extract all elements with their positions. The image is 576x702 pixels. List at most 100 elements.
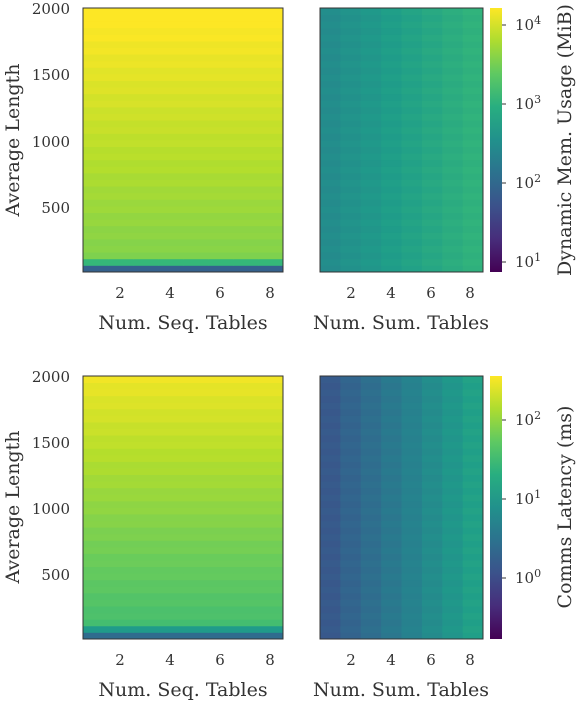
- heatmap-cell: [233, 448, 259, 456]
- heatmap-cell: [83, 199, 109, 207]
- heatmap-cell: [401, 120, 423, 128]
- heatmap-cell: [183, 487, 209, 495]
- heatmap-cell: [233, 34, 259, 42]
- heatmap-cell: [233, 514, 259, 522]
- heatmap-cell: [258, 448, 284, 456]
- heatmap-cell: [442, 179, 464, 187]
- heatmap-cell: [83, 579, 109, 587]
- heatmap-cell: [108, 395, 134, 403]
- heatmap-cell: [442, 186, 464, 194]
- heatmap-cell: [320, 199, 341, 207]
- heatmap-cell: [462, 100, 484, 108]
- heatmap-cell: [258, 14, 284, 22]
- heatmap-cell: [340, 212, 362, 220]
- heatmap-cell: [320, 14, 341, 22]
- heatmap-cell: [462, 126, 484, 134]
- heatmap-cell: [158, 113, 184, 121]
- heatmap-cell: [320, 100, 341, 108]
- heatmap-cell: [442, 474, 464, 482]
- heatmap-cell: [158, 245, 184, 253]
- heatmap-cell: [258, 461, 284, 469]
- heatmap-cell: [320, 514, 341, 522]
- heatmap-cell: [208, 14, 234, 22]
- heatmap-cell: [421, 133, 443, 141]
- heatmap-cell: [340, 8, 362, 15]
- colorbar-ticks-latency: 100 101 102: [502, 409, 541, 587]
- heatmap-cell: [360, 422, 382, 429]
- heatmap-cell: [233, 133, 259, 141]
- heatmap-cell: [233, 540, 259, 548]
- heatmap-cell: [133, 507, 159, 515]
- heatmap-cell: [340, 435, 362, 443]
- heatmap-cell: [258, 546, 284, 554]
- heatmap-cell: [381, 186, 402, 194]
- heatmap-cell: [83, 533, 109, 541]
- heatmap-cell: [360, 606, 382, 614]
- heatmap-cell: [233, 74, 259, 81]
- heatmap-cell: [83, 573, 109, 581]
- heatmap-cell: [360, 382, 382, 390]
- heatmap-cell: [108, 487, 134, 495]
- heatmap-cell: [320, 126, 341, 134]
- heatmap-cell: [320, 500, 341, 508]
- heatmap-cell: [442, 422, 464, 429]
- heatmap-cell: [208, 579, 234, 587]
- colorbar-latency: [490, 376, 502, 639]
- heatmap-cell: [258, 389, 284, 397]
- heatmap-cell: [320, 225, 341, 233]
- heatmap-cell: [340, 376, 362, 383]
- heatmap-cell: [462, 468, 484, 476]
- heatmap-cell: [158, 592, 184, 600]
- heatmap-cell: [462, 481, 484, 489]
- heatmap-cell: [258, 428, 284, 436]
- heatmap-cell: [442, 435, 464, 443]
- heatmap-cell: [340, 87, 362, 95]
- heatmap-cell: [421, 520, 443, 528]
- heatmap-cell: [158, 487, 184, 495]
- x-tick-label: 2: [115, 651, 125, 669]
- heatmap-cell: [401, 27, 423, 35]
- heatmap-cell: [462, 107, 484, 114]
- heatmap-cell: [233, 422, 259, 429]
- heatmap-cell: [462, 74, 484, 81]
- heatmap-cell: [183, 100, 209, 108]
- heatmap-cell: [108, 21, 134, 29]
- heatmap-cell: [320, 560, 341, 568]
- heatmap-cell: [258, 252, 284, 260]
- heatmap-cell: [421, 47, 443, 55]
- heatmap-cell: [462, 140, 484, 147]
- heatmap-cell: [421, 533, 443, 541]
- heatmap-cell: [381, 166, 402, 174]
- heatmap-cell: [208, 395, 234, 403]
- heatmap-cell: [360, 454, 382, 462]
- heatmap-cell: [233, 179, 259, 187]
- heatmap-cell: [340, 586, 362, 594]
- heatmap-cell: [381, 54, 402, 62]
- heatmap-cell: [183, 107, 209, 114]
- heatmap-cell: [320, 179, 341, 187]
- heatmap-cell: [208, 107, 234, 114]
- heatmap-cell: [401, 140, 423, 147]
- heatmap-cell: [83, 252, 109, 260]
- heatmap-cell: [320, 47, 341, 55]
- heatmap-cell: [462, 376, 484, 383]
- heatmap-cell: [158, 428, 184, 436]
- heatmap-cell: [158, 225, 184, 233]
- heatmap-cell: [258, 67, 284, 75]
- heatmap-cell: [462, 487, 484, 495]
- heatmap-cell: [442, 500, 464, 508]
- heatmap-cell: [183, 441, 209, 449]
- heatmap-cell: [233, 546, 259, 554]
- heatmap-cell: [340, 514, 362, 522]
- heatmap-cell: [133, 441, 159, 449]
- heatmap-cell: [158, 553, 184, 561]
- heatmap-cell: [208, 514, 234, 522]
- heatmap-cell: [133, 100, 159, 108]
- heatmap-cell: [381, 487, 402, 495]
- heatmap-cell: [208, 382, 234, 390]
- heatmap-cell: [401, 54, 423, 62]
- heatmap-cell: [360, 14, 382, 22]
- heatmap-cell: [401, 592, 423, 600]
- heatmap-cell: [462, 179, 484, 187]
- heatmap-cell: [381, 625, 402, 633]
